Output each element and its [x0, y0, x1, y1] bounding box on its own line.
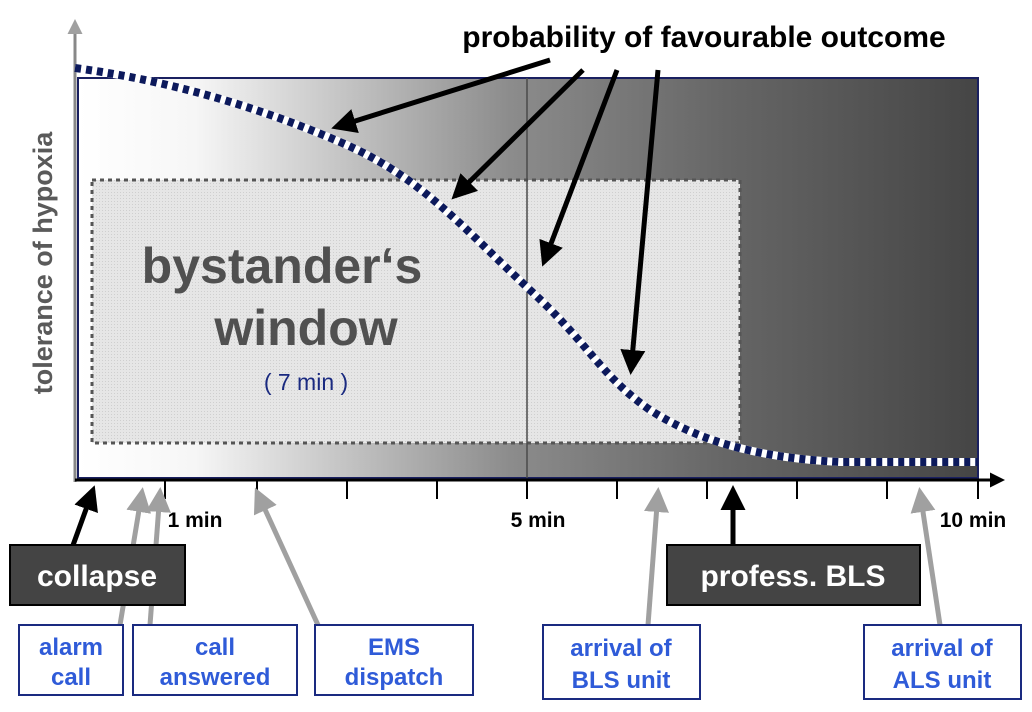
- event-text-line1: arrival of: [570, 635, 672, 662]
- y-axis-label: tolerance of hypoxia: [28, 131, 58, 395]
- event-text-line2: call: [51, 664, 91, 691]
- collapse-label: collapse: [9, 544, 186, 606]
- event-text-line1: alarm: [39, 634, 103, 661]
- tick-label-5min: 5 min: [511, 509, 566, 532]
- arrow-als-unit: [910, 487, 943, 626]
- event-text-line2: BLS unit: [572, 667, 671, 694]
- arrow-ems-dispatch: [253, 487, 321, 627]
- collapse-text: collapse: [37, 560, 157, 593]
- event-text-line1: EMS: [368, 634, 420, 661]
- arrow: [451, 68, 585, 200]
- event-alarm-call: alarm call: [18, 624, 124, 696]
- profess-bls-text: profess. BLS: [700, 560, 885, 593]
- event-box: [863, 624, 1022, 700]
- event-text-line2: dispatch: [345, 664, 444, 691]
- title-arrows: [331, 57, 661, 375]
- event-arrival-als: arrival of ALS unit: [863, 624, 1022, 700]
- event-text-line1: call: [195, 634, 235, 661]
- event-call-answered: call answered: [132, 624, 298, 696]
- event-box: [132, 624, 298, 696]
- arrow-collapse: [69, 485, 98, 549]
- collapse-box: [9, 544, 186, 606]
- arrow: [539, 69, 620, 267]
- arrow-bls-unit: [644, 487, 669, 626]
- arrow: [620, 69, 661, 375]
- event-text-line2: answered: [160, 664, 271, 691]
- event-box: [314, 624, 474, 696]
- dark-arrows: [69, 485, 746, 549]
- window-duration: ( 7 min ): [264, 369, 348, 395]
- arrow: [331, 57, 551, 133]
- chart-title: probability of favourable outcome: [462, 21, 945, 54]
- tick-label-10min: 10 min: [940, 509, 1007, 532]
- probability-curve-dashes: [74, 64, 978, 466]
- window-title-line2: window: [213, 300, 397, 356]
- window-title-line1: bystander‘s: [142, 238, 423, 294]
- event-text-line2: ALS unit: [893, 667, 992, 694]
- tick-label-1min: 1 min: [168, 509, 223, 532]
- event-box: [18, 624, 124, 696]
- event-ems-dispatch: EMS dispatch: [314, 624, 474, 696]
- profess-bls-label: profess. BLS: [666, 544, 921, 606]
- x-axis-ticks: [164, 480, 979, 499]
- event-arrival-bls: arrival of BLS unit: [542, 624, 701, 700]
- profess-bls-box: [666, 544, 921, 606]
- event-box: [542, 624, 701, 700]
- event-text-line1: arrival of: [891, 635, 993, 662]
